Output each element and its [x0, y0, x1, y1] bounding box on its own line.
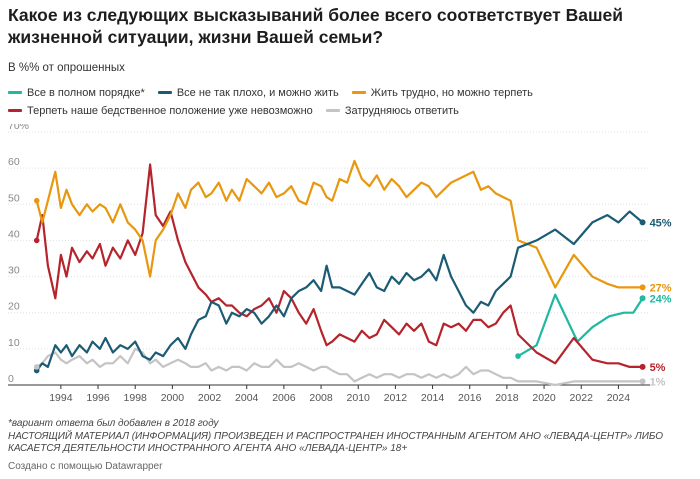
series-start-dot: [33, 364, 40, 370]
legend-swatch: [351, 90, 366, 94]
series-end-label: 1%: [650, 376, 666, 388]
x-tick-label: 1994: [49, 392, 73, 404]
x-tick-label: 2010: [347, 392, 371, 404]
x-tick-label: 2022: [570, 392, 594, 404]
chart-legend: Все в полном порядке* Все не так плохо, …: [8, 84, 692, 120]
x-tick-label: 2006: [272, 392, 296, 404]
legend-item-all-fine: Все в полном порядке*: [8, 84, 145, 102]
x-tick-label: 2002: [198, 392, 222, 404]
legend-label: Все не так плохо, и можно жить: [176, 87, 339, 99]
series-start-dot: [33, 237, 40, 244]
foreign-agent-notice-line1: НАСТОЯЩИЙ МАТЕРИАЛ (ИНФОРМАЦИЯ) ПРОИЗВЕД…: [8, 430, 663, 442]
x-tick-label: 2012: [384, 392, 408, 404]
series-start-dot: [515, 353, 521, 359]
y-tick-label: 70%: [8, 124, 29, 132]
foreign-agent-notice-line2: КАСАЕТСЯ ДЕЯТЕЛЬНОСТИ ИНОСТРАННОГО АГЕНТ…: [8, 443, 408, 454]
series-line: [35, 163, 644, 368]
legend-swatch: [8, 108, 22, 112]
y-tick-label: 60: [8, 156, 20, 168]
x-tick-label: 2004: [235, 392, 259, 404]
series-line: [35, 210, 644, 372]
series-end-label: 45%: [650, 217, 672, 229]
legend-label: Все в полном порядке*: [27, 87, 145, 99]
series-start-dot: [33, 197, 40, 204]
series-line: [35, 159, 644, 289]
legend-item-unbearable: Терпеть наше бедственное положение уже н…: [8, 102, 313, 120]
legend-swatch: [157, 90, 172, 94]
chart-notes: *вариант ответа был добавлен в 2018 году…: [8, 418, 692, 473]
x-tick-label: 2016: [458, 392, 482, 404]
legend-label: Терпеть наше бедственное положение уже н…: [27, 105, 313, 117]
x-tick-label: 2018: [495, 392, 519, 404]
chart-title: Какое из следующих высказываний более вс…: [8, 5, 624, 47]
y-tick-label: 20: [8, 301, 20, 313]
x-tick-label: 1996: [86, 392, 110, 404]
series-end-dot: [639, 295, 646, 302]
legend-item-not-so-bad: Все не так плохо, и можно жить: [157, 84, 339, 102]
x-tick-label: 2014: [421, 392, 445, 404]
x-tick-label: 2024: [607, 392, 631, 404]
x-tick-label: 1998: [124, 392, 148, 404]
series-end-dot: [639, 219, 646, 226]
datawrapper-credit: Создано с помощью Datawrapper: [8, 460, 163, 472]
legend-item-hard-but-bearable: Жить трудно, но можно терпеть: [351, 84, 533, 102]
series-line: [35, 347, 644, 387]
legend-item-hard-to-say: Затрудняюсь ответить: [325, 102, 459, 120]
series-end-dot: [639, 284, 646, 291]
series-end-label: 5%: [650, 362, 666, 374]
legend-swatch: [8, 90, 22, 94]
footnote: *вариант ответа был добавлен в 2018 году: [8, 418, 219, 429]
y-tick-label: 30: [8, 265, 20, 277]
y-tick-label: 50: [8, 192, 20, 204]
series-end-dot: [639, 378, 646, 385]
y-tick-label: 40: [8, 228, 20, 240]
legend-label: Затрудняюсь ответить: [344, 105, 459, 117]
legend-swatch: [325, 108, 340, 112]
y-tick-label: 0: [8, 373, 14, 385]
series-end-label: 24%: [650, 293, 672, 305]
legend-label: Жить трудно, но можно терпеть: [370, 87, 533, 99]
x-tick-label: 2020: [532, 392, 556, 404]
x-tick-label: 2008: [309, 392, 333, 404]
series-end-label: 27%: [650, 282, 672, 294]
line-chart: 0 10 20 30 40 50 60 70% 1994 1996 1998 2000 2002 2004…: [8, 124, 672, 404]
x-tick-label: 2000: [161, 392, 185, 404]
chart-subtitle: В %% от опрошенных: [8, 62, 125, 74]
series-end-dot: [639, 363, 646, 370]
y-tick-label: 10: [8, 337, 20, 349]
series-line: [517, 293, 644, 358]
